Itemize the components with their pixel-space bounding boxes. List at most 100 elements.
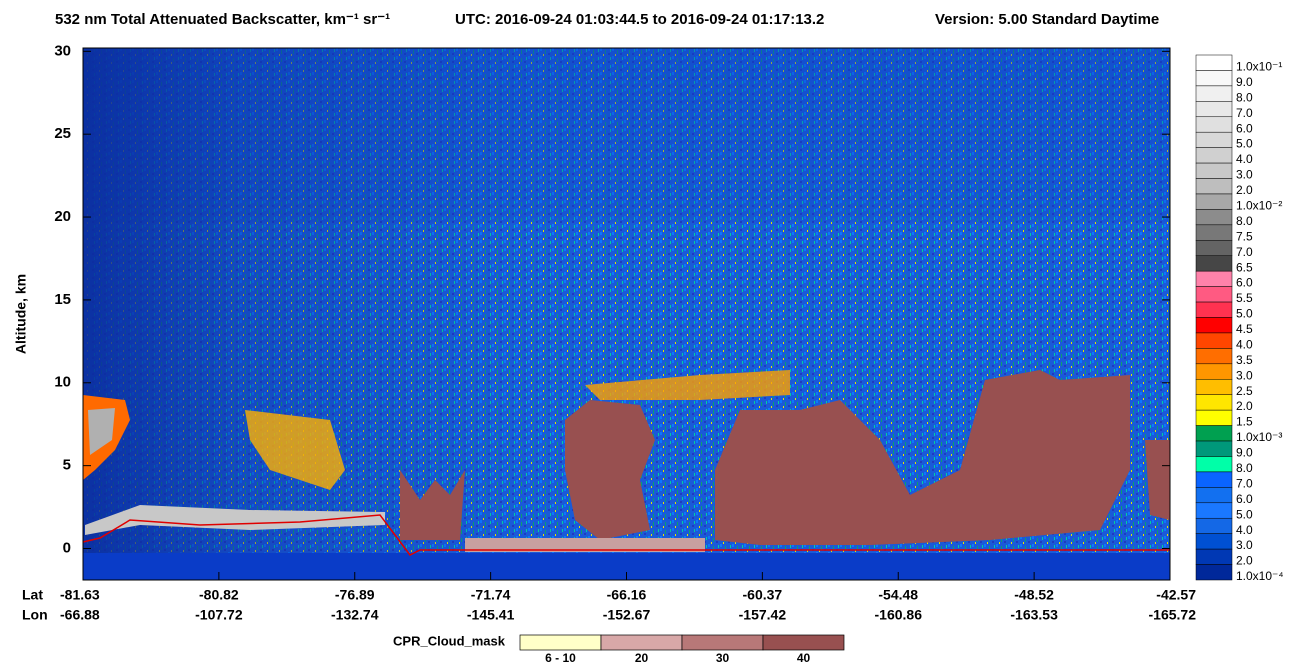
lat-label: -54.48: [878, 587, 918, 603]
colorbar-swatch: [1195, 178, 1233, 195]
colorbar-swatch: [1195, 116, 1233, 133]
colorbar-label: 4.0: [1236, 152, 1253, 166]
colorbar-label: 9.0: [1236, 446, 1253, 460]
surface-line: [82, 514, 1170, 556]
cloud: [400, 470, 465, 540]
colorbar-swatch: [1195, 317, 1233, 334]
colorbar-swatch: [1195, 286, 1233, 303]
colorbar-swatch: [1195, 54, 1233, 71]
colorbar-swatch: [1195, 456, 1233, 473]
lat-label: -80.82: [199, 587, 239, 603]
colorbar-swatch: [1195, 348, 1233, 365]
lat-label: -66.16: [607, 587, 647, 603]
plot-area: [82, 47, 1171, 581]
colorbar-swatch: [1195, 502, 1233, 519]
lon-label: -107.72: [195, 607, 243, 623]
colorbar-swatch: [1195, 255, 1233, 272]
colorbar-label: 7.0: [1236, 476, 1253, 490]
colorbar-swatch: [1195, 425, 1233, 442]
y-axis-label: Altitude, km: [13, 274, 29, 354]
colorbar-swatch: [1195, 193, 1233, 210]
colorbar-swatch: [1195, 85, 1233, 102]
mask-legend-title: CPR_Cloud_mask: [393, 633, 506, 648]
colorbar-label: 6.0: [1236, 121, 1253, 135]
colorbar-label: 8.0: [1236, 461, 1253, 475]
colorbar-label: 5.0: [1236, 137, 1253, 151]
chart-subtitle: UTC: 2016-09-24 01:03:44.5 to 2016-09-24…: [455, 11, 824, 28]
mask-legend-swatch: [519, 634, 602, 651]
mask-legend-swatch: [762, 634, 845, 651]
colorbar-swatch: [1195, 270, 1233, 287]
colorbar-swatch: [1195, 101, 1233, 118]
lat-label: -71.74: [471, 587, 511, 603]
colorbar-label: 1.0x10⁻²: [1236, 198, 1282, 212]
cloud: [715, 370, 1130, 545]
colorbar-label: 7.5: [1236, 229, 1253, 243]
y-tick-label: 30: [54, 42, 71, 59]
y-tick-label: 25: [54, 125, 71, 142]
colorbar-label: 6.5: [1236, 260, 1253, 274]
colorbar-label: 3.5: [1236, 353, 1253, 367]
colorbar-swatch: [1195, 224, 1233, 241]
colorbar-label: 9.0: [1236, 75, 1253, 89]
colorbar-swatch: [1195, 147, 1233, 164]
colorbar-label: 5.0: [1236, 307, 1253, 321]
colorbar-swatch: [1195, 394, 1233, 411]
colorbar-label: 4.0: [1236, 337, 1253, 351]
lon-label: -160.86: [875, 607, 923, 623]
colorbar-label: 6.0: [1236, 492, 1253, 506]
colorbar-swatch: [1195, 471, 1233, 488]
mask-legend-label: 40: [797, 651, 811, 665]
cloud: [88, 408, 115, 455]
version: Version: 5.00 Standard Daytime: [935, 11, 1159, 28]
lon-label: -152.67: [603, 607, 651, 623]
y-tick-label: 20: [54, 208, 71, 225]
colorbar-swatch: [1195, 131, 1233, 148]
colorbar-swatch: [1195, 240, 1233, 256]
cloud: [245, 410, 345, 490]
mask-legend-label: 20: [635, 651, 649, 665]
colorbar-swatch: [1195, 533, 1233, 550]
lat-label: -76.89: [335, 587, 375, 603]
y-tick-label: 0: [63, 539, 71, 556]
y-tick-label: 10: [54, 374, 71, 391]
cloud: [565, 400, 655, 540]
colorbar-swatch: [1195, 517, 1233, 534]
colorbar-label: 2.0: [1236, 183, 1253, 197]
colorbar-label: 5.5: [1236, 291, 1253, 305]
colorbar-swatch: [1195, 332, 1233, 349]
colorbar-swatch: [1195, 564, 1233, 581]
mask-legend-label: 30: [716, 651, 730, 665]
colorbar-swatch: [1195, 209, 1233, 226]
lon-label: -165.72: [1149, 607, 1197, 623]
colorbar-swatch: [1195, 301, 1233, 318]
lon-label: -66.88: [60, 607, 100, 623]
surface-return: [85, 505, 385, 535]
lat-label: -48.52: [1014, 587, 1054, 603]
colorbar-swatch: [1195, 548, 1233, 565]
colorbar-label: 8.0: [1236, 90, 1253, 104]
lat-label: -42.57: [1156, 587, 1196, 603]
colorbar-label: 6.0: [1236, 276, 1253, 290]
y-tick-label: 5: [63, 457, 71, 474]
colorbar-label: 4.0: [1236, 523, 1253, 537]
colorbar-label: 3.0: [1236, 538, 1253, 552]
colorbar-label: 1.0x10⁻⁴: [1236, 569, 1284, 583]
cloud: [585, 370, 790, 400]
colorbar-label: 8.0: [1236, 214, 1253, 228]
lat-label: -60.37: [743, 587, 783, 603]
x-row-label: Lat: [22, 587, 43, 603]
surface-return: [465, 538, 705, 552]
lon-label: -163.53: [1010, 607, 1058, 623]
mask-legend-swatch: [600, 634, 683, 651]
colorbar-swatch: [1195, 409, 1233, 426]
mask-legend-label: 6 - 10: [545, 651, 576, 665]
lat-label: -81.63: [60, 587, 100, 603]
colorbar-label: 3.0: [1236, 368, 1253, 382]
colorbar-swatch: [1195, 487, 1233, 504]
colorbar-label: 1.0x10⁻³: [1236, 430, 1282, 444]
lon-label: -157.42: [739, 607, 787, 623]
colorbar-swatch: [1195, 440, 1233, 457]
lon-label: -145.41: [467, 607, 515, 623]
